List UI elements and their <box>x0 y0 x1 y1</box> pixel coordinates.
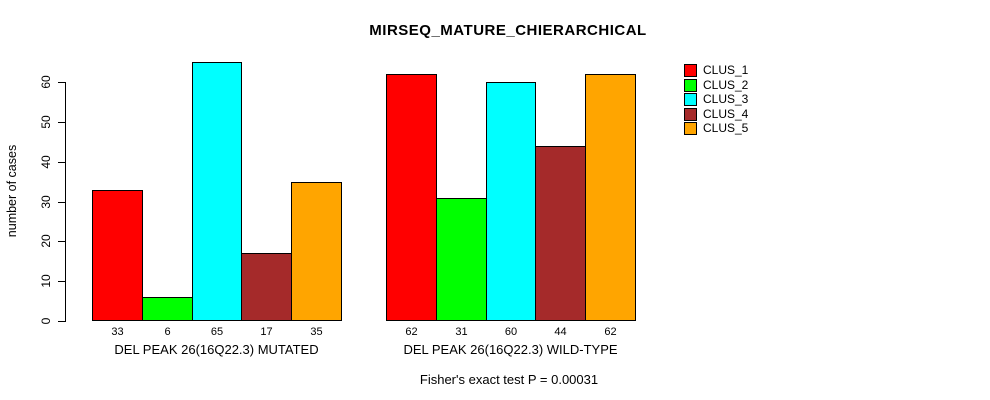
y-tick-label: 60 <box>39 75 53 89</box>
bar-value-label: 31 <box>455 326 468 338</box>
bar-clus_1 <box>92 190 143 321</box>
y-tick-label: 30 <box>39 195 53 209</box>
y-tick-label: 20 <box>39 234 53 248</box>
bar-clus_3 <box>192 62 242 321</box>
legend-label: CLUS_3 <box>703 92 749 106</box>
y-tick-mark <box>58 82 65 83</box>
legend-label: CLUS_1 <box>703 63 749 77</box>
y-tick-mark <box>58 321 65 322</box>
bar-clus_1 <box>386 74 437 321</box>
y-tick-label: 0 <box>39 317 53 325</box>
y-axis-label: number of cases <box>5 144 19 238</box>
bar-value-label: 17 <box>260 326 273 338</box>
legend-item-clus_3: CLUS_3 <box>684 93 774 107</box>
bar-clus_2 <box>142 297 193 321</box>
bar-clus_5 <box>291 182 342 321</box>
bar-value-label: 62 <box>405 326 418 338</box>
legend-label: CLUS_4 <box>703 107 749 121</box>
y-axis-line <box>65 82 66 322</box>
legend-color-swatch <box>684 122 697 135</box>
bar-clus_2 <box>436 198 487 321</box>
group-label: DEL PEAK 26(16Q22.3) MUTATED <box>114 342 319 357</box>
y-tick-label: 50 <box>39 115 53 129</box>
bar-clus_4 <box>535 146 586 321</box>
legend-color-swatch <box>684 93 697 106</box>
bar-clus_3 <box>486 82 536 321</box>
bar-clus_4 <box>241 253 292 321</box>
y-tick-label: 10 <box>39 274 53 288</box>
legend-color-swatch <box>684 79 697 92</box>
y-tick-mark <box>58 281 65 282</box>
legend-color-swatch <box>684 64 697 77</box>
bar-value-label: 33 <box>111 326 124 338</box>
bar-value-label: 35 <box>310 326 323 338</box>
bar-value-label: 65 <box>210 326 224 338</box>
group-label: DEL PEAK 26(16Q22.3) WILD-TYPE <box>403 342 618 357</box>
y-tick-mark <box>58 122 65 123</box>
legend-item-clus_1: CLUS_1 <box>684 64 774 78</box>
legend-item-clus_4: CLUS_4 <box>684 108 774 122</box>
bar-value-label: 60 <box>504 326 518 338</box>
stats-caption: Fisher's exact test P = 0.00031 <box>419 372 599 387</box>
legend-item-clus_5: CLUS_5 <box>684 122 774 136</box>
legend-color-swatch <box>684 108 697 121</box>
y-tick-mark <box>58 162 65 163</box>
bar-value-label: 6 <box>164 326 171 338</box>
y-tick-mark <box>58 202 65 203</box>
y-tick-mark <box>58 241 65 242</box>
bar-clus_5 <box>585 74 636 321</box>
legend-item-clus_2: CLUS_2 <box>684 79 774 93</box>
bar-value-label: 62 <box>604 326 617 338</box>
bar-value-label: 44 <box>554 326 567 338</box>
legend-label: CLUS_2 <box>703 78 749 92</box>
chart-title: MIRSEQ_MATURE_CHIERARCHICAL <box>369 22 647 39</box>
legend-label: CLUS_5 <box>703 121 749 135</box>
y-tick-label: 40 <box>39 155 53 169</box>
